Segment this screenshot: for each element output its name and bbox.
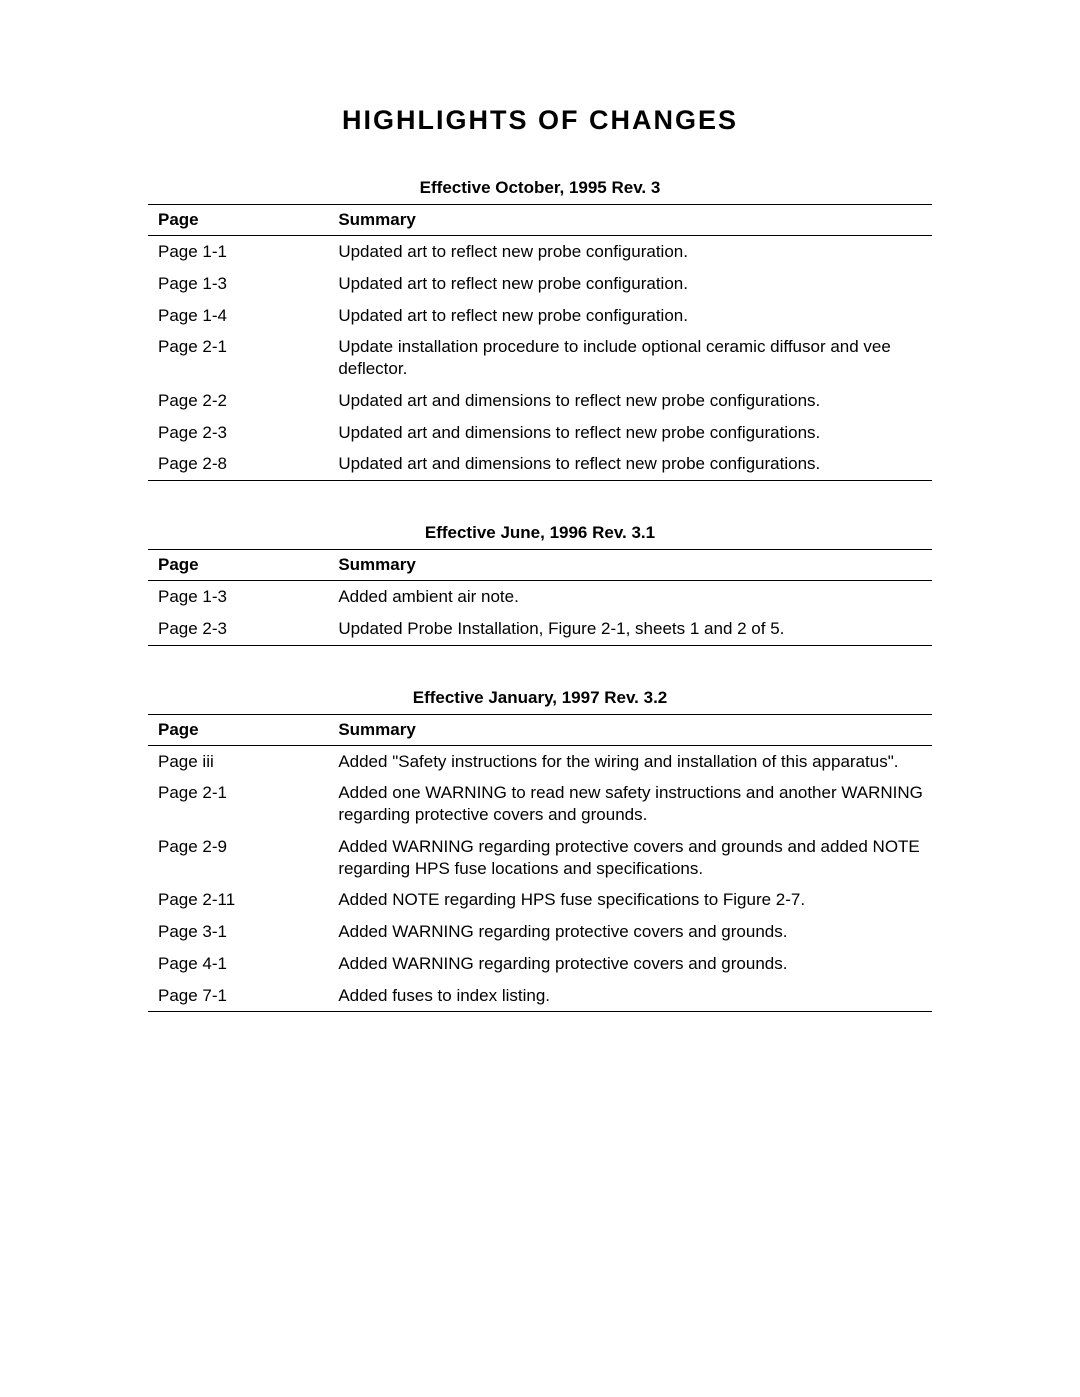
changes-table: PageSummaryPage 1-1Updated art to reflec… [148, 204, 932, 481]
cell-page: Page 1-4 [148, 300, 328, 332]
column-header-summary: Summary [328, 205, 932, 236]
section-heading: Effective January, 1997 Rev. 3.2 [148, 688, 932, 708]
table-row: Page 1-3Updated art to reflect new probe… [148, 268, 932, 300]
cell-page: Page 1-1 [148, 236, 328, 268]
table-row: Page 2-11Added NOTE regarding HPS fuse s… [148, 884, 932, 916]
cell-page: Page 4-1 [148, 948, 328, 980]
changes-sections-container: Effective October, 1995 Rev. 3PageSummar… [148, 178, 932, 1012]
table-row: Page 1-1Updated art to reflect new probe… [148, 236, 932, 268]
cell-page: Page 2-9 [148, 831, 328, 885]
table-row: Page 2-8Updated art and dimensions to re… [148, 448, 932, 480]
table-row: Page 7-1Added fuses to index listing. [148, 980, 932, 1012]
cell-summary: Added "Safety instructions for the wirin… [328, 745, 932, 777]
column-header-page: Page [148, 714, 328, 745]
section-heading: Effective June, 1996 Rev. 3.1 [148, 523, 932, 543]
cell-summary: Updated art and dimensions to reflect ne… [328, 417, 932, 449]
changes-table: PageSummaryPage iiiAdded "Safety instruc… [148, 714, 932, 1013]
column-header-page: Page [148, 205, 328, 236]
column-header-summary: Summary [328, 714, 932, 745]
table-row: Page iiiAdded "Safety instructions for t… [148, 745, 932, 777]
cell-summary: Updated Probe Installation, Figure 2-1, … [328, 613, 932, 645]
column-header-page: Page [148, 550, 328, 581]
cell-page: Page 1-3 [148, 581, 328, 613]
column-header-summary: Summary [328, 550, 932, 581]
cell-page: Page 7-1 [148, 980, 328, 1012]
cell-page: Page 2-2 [148, 385, 328, 417]
cell-page: Page 3-1 [148, 916, 328, 948]
table-row: Page 1-3Added ambient air note. [148, 581, 932, 613]
cell-page: Page 2-8 [148, 448, 328, 480]
table-row: Page 1-4Updated art to reflect new probe… [148, 300, 932, 332]
table-row: Page 2-1Added one WARNING to read new sa… [148, 777, 932, 831]
cell-page: Page 2-3 [148, 417, 328, 449]
cell-summary: Added fuses to index listing. [328, 980, 932, 1012]
table-row: Page 2-3Updated Probe Installation, Figu… [148, 613, 932, 645]
cell-page: Page iii [148, 745, 328, 777]
table-row: Page 4-1Added WARNING regarding protecti… [148, 948, 932, 980]
cell-page: Page 2-1 [148, 331, 328, 385]
cell-summary: Updated art and dimensions to reflect ne… [328, 448, 932, 480]
cell-page: Page 2-1 [148, 777, 328, 831]
cell-summary: Update installation procedure to include… [328, 331, 932, 385]
cell-summary: Added ambient air note. [328, 581, 932, 613]
section-heading: Effective October, 1995 Rev. 3 [148, 178, 932, 198]
cell-page: Page 2-3 [148, 613, 328, 645]
cell-summary: Updated art and dimensions to reflect ne… [328, 385, 932, 417]
table-row: Page 2-9Added WARNING regarding protecti… [148, 831, 932, 885]
table-row: Page 2-3Updated art and dimensions to re… [148, 417, 932, 449]
table-row: Page 2-1Update installation procedure to… [148, 331, 932, 385]
cell-summary: Added WARNING regarding protective cover… [328, 948, 932, 980]
cell-page: Page 1-3 [148, 268, 328, 300]
cell-summary: Added NOTE regarding HPS fuse specificat… [328, 884, 932, 916]
page-title: HIGHLIGHTS OF CHANGES [148, 105, 932, 136]
cell-page: Page 2-11 [148, 884, 328, 916]
cell-summary: Added WARNING regarding protective cover… [328, 831, 932, 885]
cell-summary: Updated art to reflect new probe configu… [328, 236, 932, 268]
cell-summary: Updated art to reflect new probe configu… [328, 268, 932, 300]
changes-table: PageSummaryPage 1-3Added ambient air not… [148, 549, 932, 646]
cell-summary: Added one WARNING to read new safety ins… [328, 777, 932, 831]
cell-summary: Updated art to reflect new probe configu… [328, 300, 932, 332]
cell-summary: Added WARNING regarding protective cover… [328, 916, 932, 948]
table-row: Page 3-1Added WARNING regarding protecti… [148, 916, 932, 948]
table-row: Page 2-2Updated art and dimensions to re… [148, 385, 932, 417]
